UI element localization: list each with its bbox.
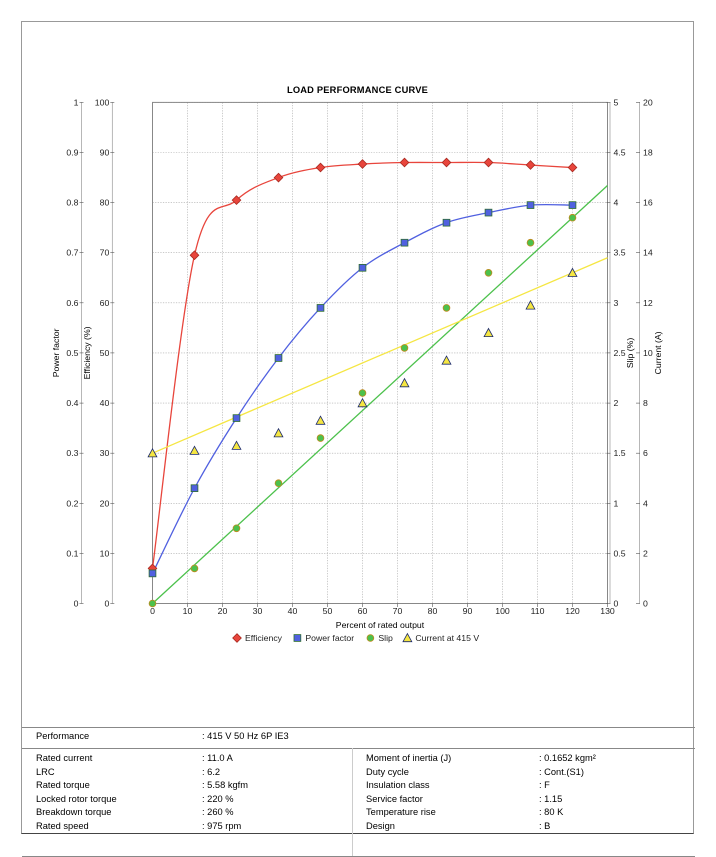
svg-text:40: 40 xyxy=(100,398,110,408)
svg-text:2.5: 2.5 xyxy=(614,348,626,358)
svg-text:8: 8 xyxy=(643,398,648,408)
svg-text:1: 1 xyxy=(74,97,79,107)
svg-text:110: 110 xyxy=(531,606,545,616)
svg-text:Current (A): Current (A) xyxy=(653,331,663,374)
svg-text:10: 10 xyxy=(183,606,193,616)
svg-text:1.5: 1.5 xyxy=(614,448,626,458)
svg-text:6: 6 xyxy=(643,448,648,458)
svg-text:3.5: 3.5 xyxy=(614,248,626,258)
svg-text:80: 80 xyxy=(100,198,110,208)
svg-text:0.6: 0.6 xyxy=(66,298,78,308)
svg-text:12: 12 xyxy=(643,298,653,308)
svg-text:120: 120 xyxy=(565,606,580,616)
svg-text:100: 100 xyxy=(95,97,110,107)
svg-text:80: 80 xyxy=(428,606,438,616)
svg-text:Slip: Slip xyxy=(378,633,393,643)
svg-text:3: 3 xyxy=(614,298,619,308)
svg-text:90: 90 xyxy=(100,148,110,158)
svg-text:Slip (%): Slip (%) xyxy=(625,338,635,369)
svg-text:30: 30 xyxy=(253,606,263,616)
svg-text:1: 1 xyxy=(614,498,619,508)
svg-text:Efficiency: Efficiency xyxy=(245,633,283,643)
svg-text:0: 0 xyxy=(150,606,155,616)
svg-text:60: 60 xyxy=(100,298,110,308)
svg-text:0: 0 xyxy=(643,599,648,609)
svg-text:2: 2 xyxy=(643,548,648,558)
svg-text:Power factor: Power factor xyxy=(305,633,354,643)
svg-text:14: 14 xyxy=(643,248,653,258)
svg-text:Percent of rated output: Percent of rated output xyxy=(336,620,425,630)
svg-text:0: 0 xyxy=(74,599,79,609)
svg-text:Power factor: Power factor xyxy=(51,328,61,377)
svg-text:0: 0 xyxy=(104,599,109,609)
svg-text:40: 40 xyxy=(288,606,298,616)
svg-text:60: 60 xyxy=(358,606,368,616)
svg-text:20: 20 xyxy=(643,97,653,107)
svg-text:0.5: 0.5 xyxy=(614,548,626,558)
svg-text:16: 16 xyxy=(643,198,653,208)
svg-text:4: 4 xyxy=(643,498,648,508)
svg-text:130: 130 xyxy=(600,606,615,616)
svg-text:0.5: 0.5 xyxy=(66,348,78,358)
svg-text:5: 5 xyxy=(614,97,619,107)
svg-text:20: 20 xyxy=(100,498,110,508)
svg-text:0.9: 0.9 xyxy=(66,148,78,158)
svg-text:Current at 415 V: Current at 415 V xyxy=(415,633,479,643)
svg-text:0.7: 0.7 xyxy=(66,248,78,258)
svg-text:0.4: 0.4 xyxy=(66,398,78,408)
svg-text:50: 50 xyxy=(323,606,333,616)
svg-text:2: 2 xyxy=(614,398,619,408)
svg-text:0.1: 0.1 xyxy=(66,548,78,558)
svg-text:70: 70 xyxy=(100,248,110,258)
svg-text:0.3: 0.3 xyxy=(66,448,78,458)
svg-text:0.8: 0.8 xyxy=(66,198,78,208)
svg-text:Efficiency (%): Efficiency (%) xyxy=(82,326,92,379)
svg-text:20: 20 xyxy=(218,606,228,616)
svg-text:4.5: 4.5 xyxy=(614,148,626,158)
svg-text:30: 30 xyxy=(100,448,110,458)
svg-text:4: 4 xyxy=(614,198,619,208)
svg-text:10: 10 xyxy=(100,548,110,558)
svg-text:18: 18 xyxy=(643,148,653,158)
svg-text:50: 50 xyxy=(100,348,110,358)
svg-text:70: 70 xyxy=(393,606,403,616)
svg-text:90: 90 xyxy=(463,606,473,616)
svg-text:100: 100 xyxy=(495,606,510,616)
svg-text:10: 10 xyxy=(643,348,653,358)
svg-text:0.2: 0.2 xyxy=(66,498,78,508)
